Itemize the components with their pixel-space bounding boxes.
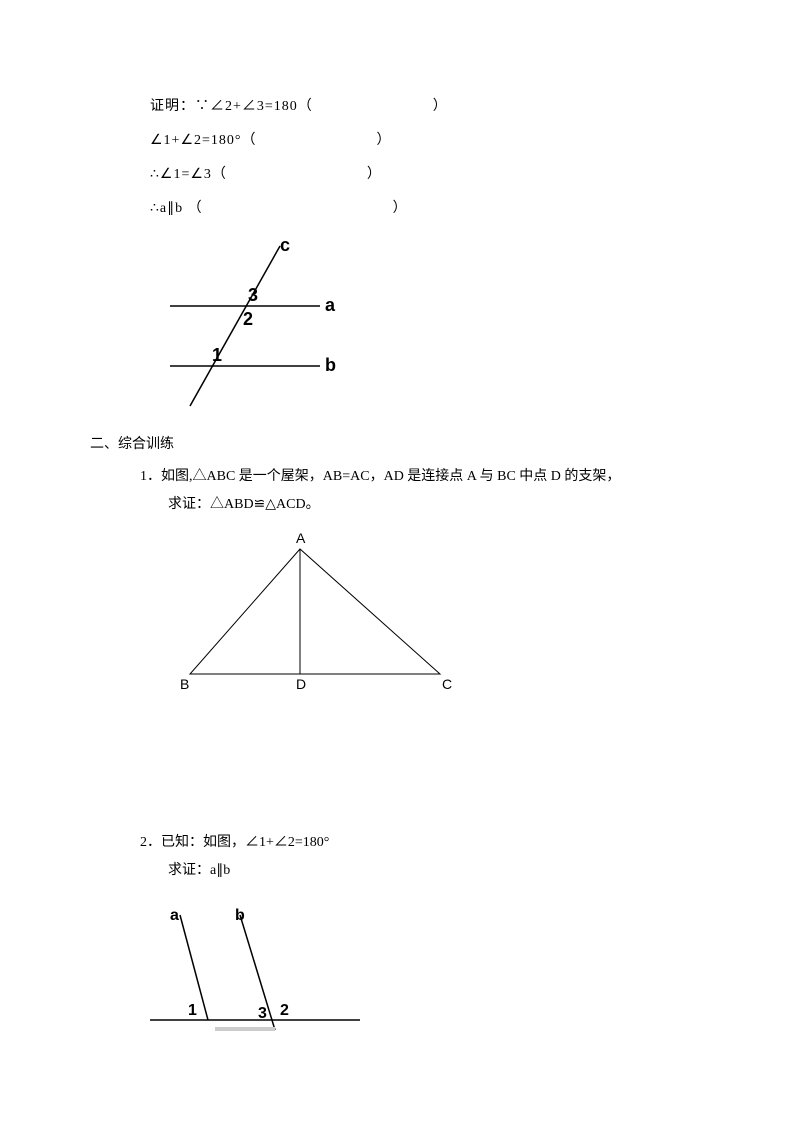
q1-num: 1．	[140, 469, 161, 484]
q1-text: 如图,△ABC 是一个屋架，AB=AC，AD 是连接点 A 与 BC 中点 D …	[161, 469, 620, 484]
fig1-label-2: 2	[243, 309, 253, 329]
proof-line-1: 证明：∵∠2+∠3=180（ ）	[150, 95, 703, 115]
fig1-label-a: a	[325, 295, 336, 315]
q1-prove: 求证：△ABD≌△ACD。	[168, 497, 320, 512]
figure-parallel-lines-2: a b 1 3 2	[140, 895, 380, 1045]
proof-4-pre: ∴a∥b （	[150, 201, 203, 216]
fig3-label-1: 1	[188, 1002, 197, 1019]
proof-3-pre: ∴∠1=∠3（	[150, 167, 227, 182]
q2-text: 已知：如图，∠1+∠2=180°	[161, 835, 329, 850]
q2-num: 2．	[140, 835, 161, 850]
section-2-title: 二、综合训练	[90, 433, 703, 453]
fig3-label-b: b	[235, 907, 245, 924]
proof-1-post: ）	[433, 99, 448, 114]
problem-1: 1．如图,△ABC 是一个屋架，AB=AC，AD 是连接点 A 与 BC 中点 …	[140, 463, 703, 519]
proof-line-2: ∠1+∠2=180°（ ）	[150, 129, 703, 149]
proof-1-pre: 证明：∵∠2+∠3=180（	[150, 99, 313, 114]
fig1-label-c: c	[280, 235, 290, 255]
proof-line-4: ∴a∥b （ ）	[150, 197, 703, 217]
q2-prove: 求证：a∥b	[168, 863, 230, 878]
fig2-label-C: C	[442, 676, 452, 692]
figure-parallel-lines-1: c a b 3 2 1	[130, 231, 370, 421]
fig2-label-D: D	[296, 676, 306, 692]
proof-2-post: ）	[377, 133, 392, 148]
fig3-label-3: 3	[258, 1005, 267, 1022]
fig2-label-B: B	[180, 676, 189, 692]
fig1-label-1: 1	[212, 345, 222, 365]
problem-2: 2．已知：如图，∠1+∠2=180° 求证：a∥b	[140, 829, 703, 885]
proof-2-pre: ∠1+∠2=180°（	[150, 133, 257, 148]
fig3-label-2: 2	[280, 1002, 289, 1019]
fig1-label-b: b	[325, 355, 336, 375]
proof-4-post: ）	[393, 201, 408, 216]
figure-triangle-abd: A B D C	[160, 529, 480, 699]
fig2-label-A: A	[296, 530, 306, 546]
fig1-label-3: 3	[248, 285, 258, 305]
proof-3-post: ）	[367, 167, 382, 182]
proof-line-3: ∴∠1=∠3（ ）	[150, 163, 703, 183]
fig3-label-a: a	[170, 907, 179, 924]
